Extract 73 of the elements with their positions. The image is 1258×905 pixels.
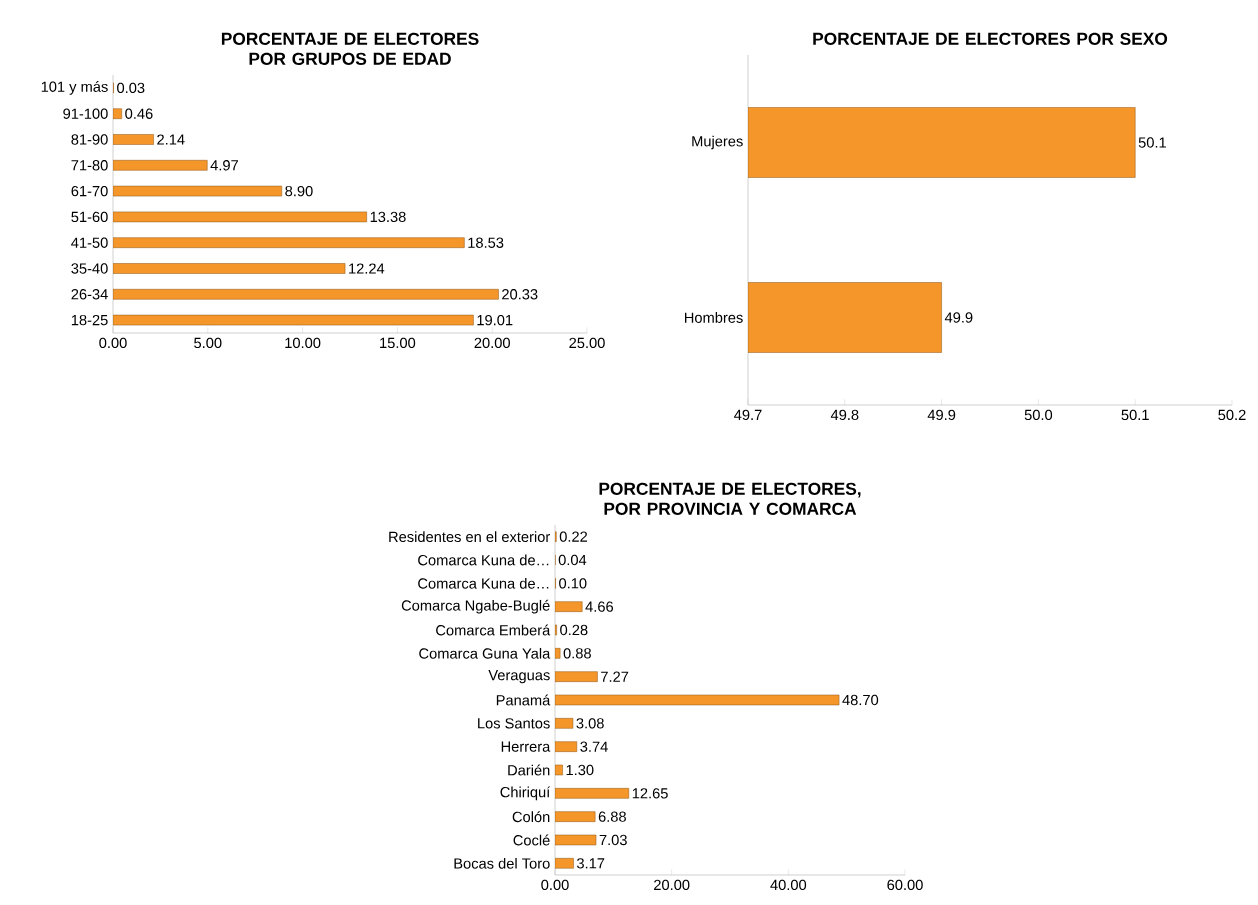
x-tick-label: 5.00: [194, 337, 222, 349]
data-label: 13.38: [370, 211, 406, 223]
data-label: 7.03: [599, 834, 627, 846]
data-label: 7.27: [601, 671, 629, 682]
data-label: 12.65: [632, 788, 668, 799]
x-tick-label: 50.2: [1218, 409, 1246, 421]
data-label: 4.66: [585, 601, 614, 612]
data-label: 3.17: [576, 858, 605, 869]
y-tick-label: Los Santos: [478, 718, 550, 729]
y-tick-label: 18-25: [71, 314, 108, 326]
y-tick-label: Bocas del Toro: [454, 857, 550, 869]
x-tick-label: 20.00: [474, 337, 510, 349]
y-tick-label: 71-80: [71, 160, 108, 171]
data-label: 50.1: [1138, 137, 1166, 148]
y-tick-label: 51-60: [71, 211, 108, 223]
data-label: 19.01: [477, 314, 513, 326]
chart-title: PORCENTAJE DE ELECTORES POR SEXO: [813, 32, 1168, 45]
y-tick-label: Comarca Kuna de…: [418, 577, 549, 589]
y-tick-label: Panamá: [496, 694, 551, 706]
y-tick-label: Herrera: [501, 741, 551, 752]
y-tick-label: Residentes en el exterior: [389, 531, 551, 543]
x-tick-label: 50.0: [1024, 409, 1053, 421]
x-tick-label: 40.00: [770, 879, 807, 891]
data-label: 4.97: [210, 160, 238, 171]
y-tick-label: 91-100: [63, 108, 108, 119]
data-label: 8.90: [285, 185, 313, 197]
y-tick-label: Chiriquí: [500, 786, 551, 801]
y-tick-label: Comarca Ngabe-Buglé: [401, 599, 550, 614]
y-tick-label: Comarca Guna Yala: [419, 647, 551, 659]
data-label: 3.74: [580, 741, 608, 752]
chart-title: PORCENTAJE DE ELECTORES POR GRUPOS DE EDAD: [221, 32, 479, 65]
data-label: 6.88: [598, 811, 626, 822]
x-tick-label: 15.00: [380, 337, 416, 349]
data-label: 0.04: [558, 554, 587, 566]
x-tick-label: 0.00: [541, 879, 569, 891]
x-tick-label: 60.00: [887, 879, 923, 891]
x-tick-label: 50.1: [1121, 409, 1149, 421]
data-label: 0.03: [117, 82, 145, 94]
x-tick-label: 49.7: [734, 409, 762, 421]
data-label: 3.08: [576, 718, 604, 729]
y-tick-label: Hombres: [685, 312, 743, 323]
y-tick-label: Coclé: [513, 834, 550, 846]
y-tick-label: 35-40: [71, 263, 108, 274]
chart-title: PORCENTAJE DE ELECTORES, POR PROVINCIA Y COMARCA: [599, 482, 861, 515]
y-tick-label: 101 y más: [41, 80, 108, 95]
data-label: 48.70: [842, 694, 879, 706]
x-tick-label: 49.8: [830, 409, 859, 421]
y-tick-label: 81-90: [71, 134, 108, 145]
x-tick-label: 20.00: [654, 879, 690, 891]
data-label: 12.24: [349, 263, 385, 274]
x-tick-label: 49.9: [927, 409, 956, 421]
data-label: 49.9: [944, 312, 973, 323]
y-tick-label: Comarca Kuna de…: [418, 554, 549, 566]
x-tick-label: 0.00: [99, 337, 127, 349]
y-tick-label: 26-34: [71, 289, 108, 300]
data-label: 0.88: [563, 648, 591, 659]
data-label: 0.10: [559, 578, 587, 589]
y-tick-label: Comarca Emberá: [436, 624, 551, 636]
y-tick-label: 41-50: [71, 237, 108, 248]
data-label: 20.33: [502, 289, 538, 300]
data-label: 1.30: [566, 764, 594, 776]
data-label: 0.28: [560, 624, 588, 636]
data-label: 0.46: [125, 108, 153, 119]
y-tick-label: Veraguas: [488, 670, 550, 684]
x-tick-label: 10.00: [285, 337, 321, 349]
y-tick-label: 61-70: [71, 185, 108, 197]
y-tick-label: Colón: [512, 811, 550, 823]
data-label: 18.53: [468, 237, 504, 248]
y-tick-label: Darién: [508, 764, 550, 776]
data-label: 0.22: [559, 531, 588, 542]
y-tick-label: Mujeres: [692, 135, 743, 150]
x-tick-label: 25.00: [569, 337, 605, 349]
data-label: 2.14: [157, 134, 185, 145]
